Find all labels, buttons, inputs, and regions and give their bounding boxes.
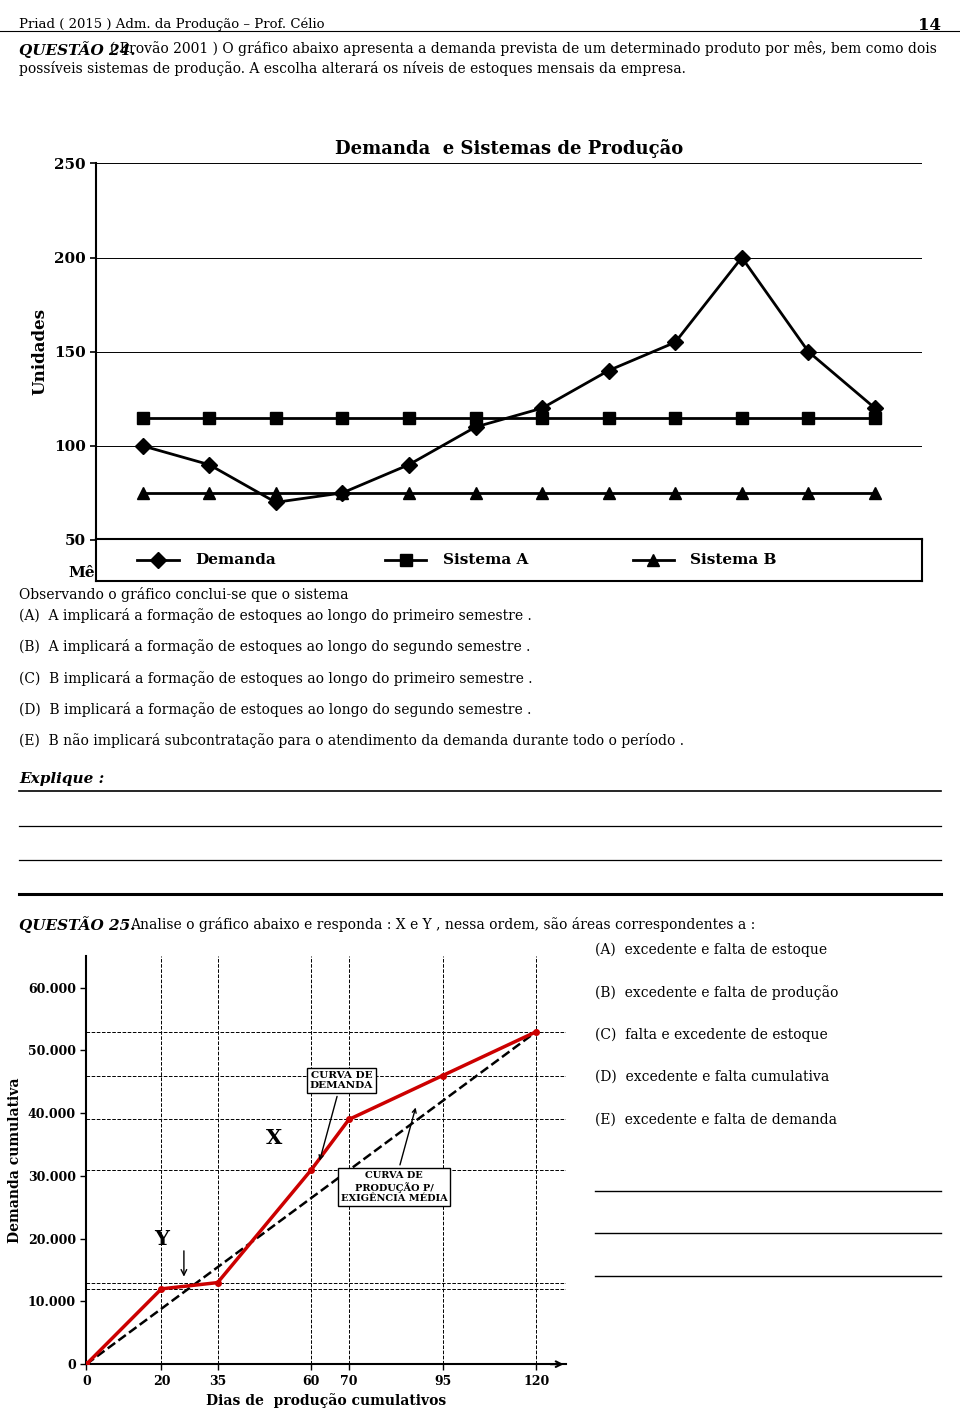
Text: J: J xyxy=(472,567,479,580)
Text: Demanda: Demanda xyxy=(195,553,276,567)
Y-axis label: Unidades: Unidades xyxy=(31,308,48,395)
Text: Sistema B: Sistema B xyxy=(690,553,777,567)
X-axis label: Dias de  produção cumulativos: Dias de produção cumulativos xyxy=(206,1393,446,1408)
Text: Analise o gráfico abaixo e responda : X e Y , nessa ordem, são áreas corresponde: Analise o gráfico abaixo e responda : X … xyxy=(130,917,755,932)
Text: (B)  excedente e falta de produção: (B) excedente e falta de produção xyxy=(595,985,839,999)
Y-axis label: Demanda cumulativa: Demanda cumulativa xyxy=(9,1077,22,1243)
Text: (C)  falta e excedente de estoque: (C) falta e excedente de estoque xyxy=(595,1027,828,1042)
Text: M: M xyxy=(400,567,418,580)
Text: CURVA DE
DEMANDA: CURVA DE DEMANDA xyxy=(310,1070,373,1160)
Text: (A)  A implicará a formação de estoques ao longo do primeiro semestre .: (A) A implicará a formação de estoques a… xyxy=(19,608,532,624)
Text: M: M xyxy=(267,567,284,580)
Text: (E)  excedente e falta de demanda: (E) excedente e falta de demanda xyxy=(595,1113,837,1127)
Text: 14: 14 xyxy=(918,17,941,34)
Text: J: J xyxy=(539,567,545,580)
Text: QUESTÃO 24.: QUESTÃO 24. xyxy=(19,41,135,58)
Text: (C)  B implicará a formação de estoques ao longo do primeiro semestre .: (C) B implicará a formação de estoques a… xyxy=(19,671,533,686)
Text: S: S xyxy=(670,567,681,580)
Text: (A)  excedente e falta de estoque: (A) excedente e falta de estoque xyxy=(595,942,828,956)
Text: O: O xyxy=(735,567,749,580)
Text: N: N xyxy=(802,567,815,580)
Text: CURVA DE
PRODUÇÃO P/
EXIGÊNCIA MÉDIA: CURVA DE PRODUÇÃO P/ EXIGÊNCIA MÉDIA xyxy=(341,1108,447,1204)
Text: Y: Y xyxy=(154,1229,169,1249)
Text: QUESTÃO 25.: QUESTÃO 25. xyxy=(19,917,135,934)
Text: (E)  B não implicará subcontratação para o atendimento da demanda durante todo o: (E) B não implicará subcontratação para … xyxy=(19,733,684,749)
Text: Observando o gráfico conclui-se que o sistema: Observando o gráfico conclui-se que o si… xyxy=(19,587,348,603)
Text: Mês: Mês xyxy=(68,567,104,580)
Text: F: F xyxy=(204,567,215,580)
Text: (D)  excedente e falta cumulativa: (D) excedente e falta cumulativa xyxy=(595,1070,829,1084)
Text: (D)  B implicará a formação de estoques ao longo do segundo semestre .: (D) B implicará a formação de estoques a… xyxy=(19,702,532,718)
Text: D: D xyxy=(869,567,881,580)
Text: Sistema A: Sistema A xyxy=(443,553,528,567)
Text: (B)  A implicará a formação de estoques ao longo do segundo semestre .: (B) A implicará a formação de estoques a… xyxy=(19,639,531,655)
Text: A: A xyxy=(603,567,614,580)
Text: X: X xyxy=(266,1128,282,1148)
Title: Demanda  e Sistemas de Produção: Demanda e Sistemas de Produção xyxy=(335,139,683,158)
Text: A: A xyxy=(336,567,348,580)
Text: ( Provão 2001 ) O gráfico abaixo apresenta a demanda prevista de um determinado : ( Provão 2001 ) O gráfico abaixo apresen… xyxy=(110,41,937,57)
Text: Priad ( 2015 ) Adm. da Produção – Prof. Célio: Priad ( 2015 ) Adm. da Produção – Prof. … xyxy=(19,17,324,31)
Text: Explique :: Explique : xyxy=(19,772,105,786)
Text: possíveis sistemas de produção. A escolha alterará os níveis de estoques mensais: possíveis sistemas de produção. A escolh… xyxy=(19,61,686,77)
Text: J: J xyxy=(139,567,146,580)
